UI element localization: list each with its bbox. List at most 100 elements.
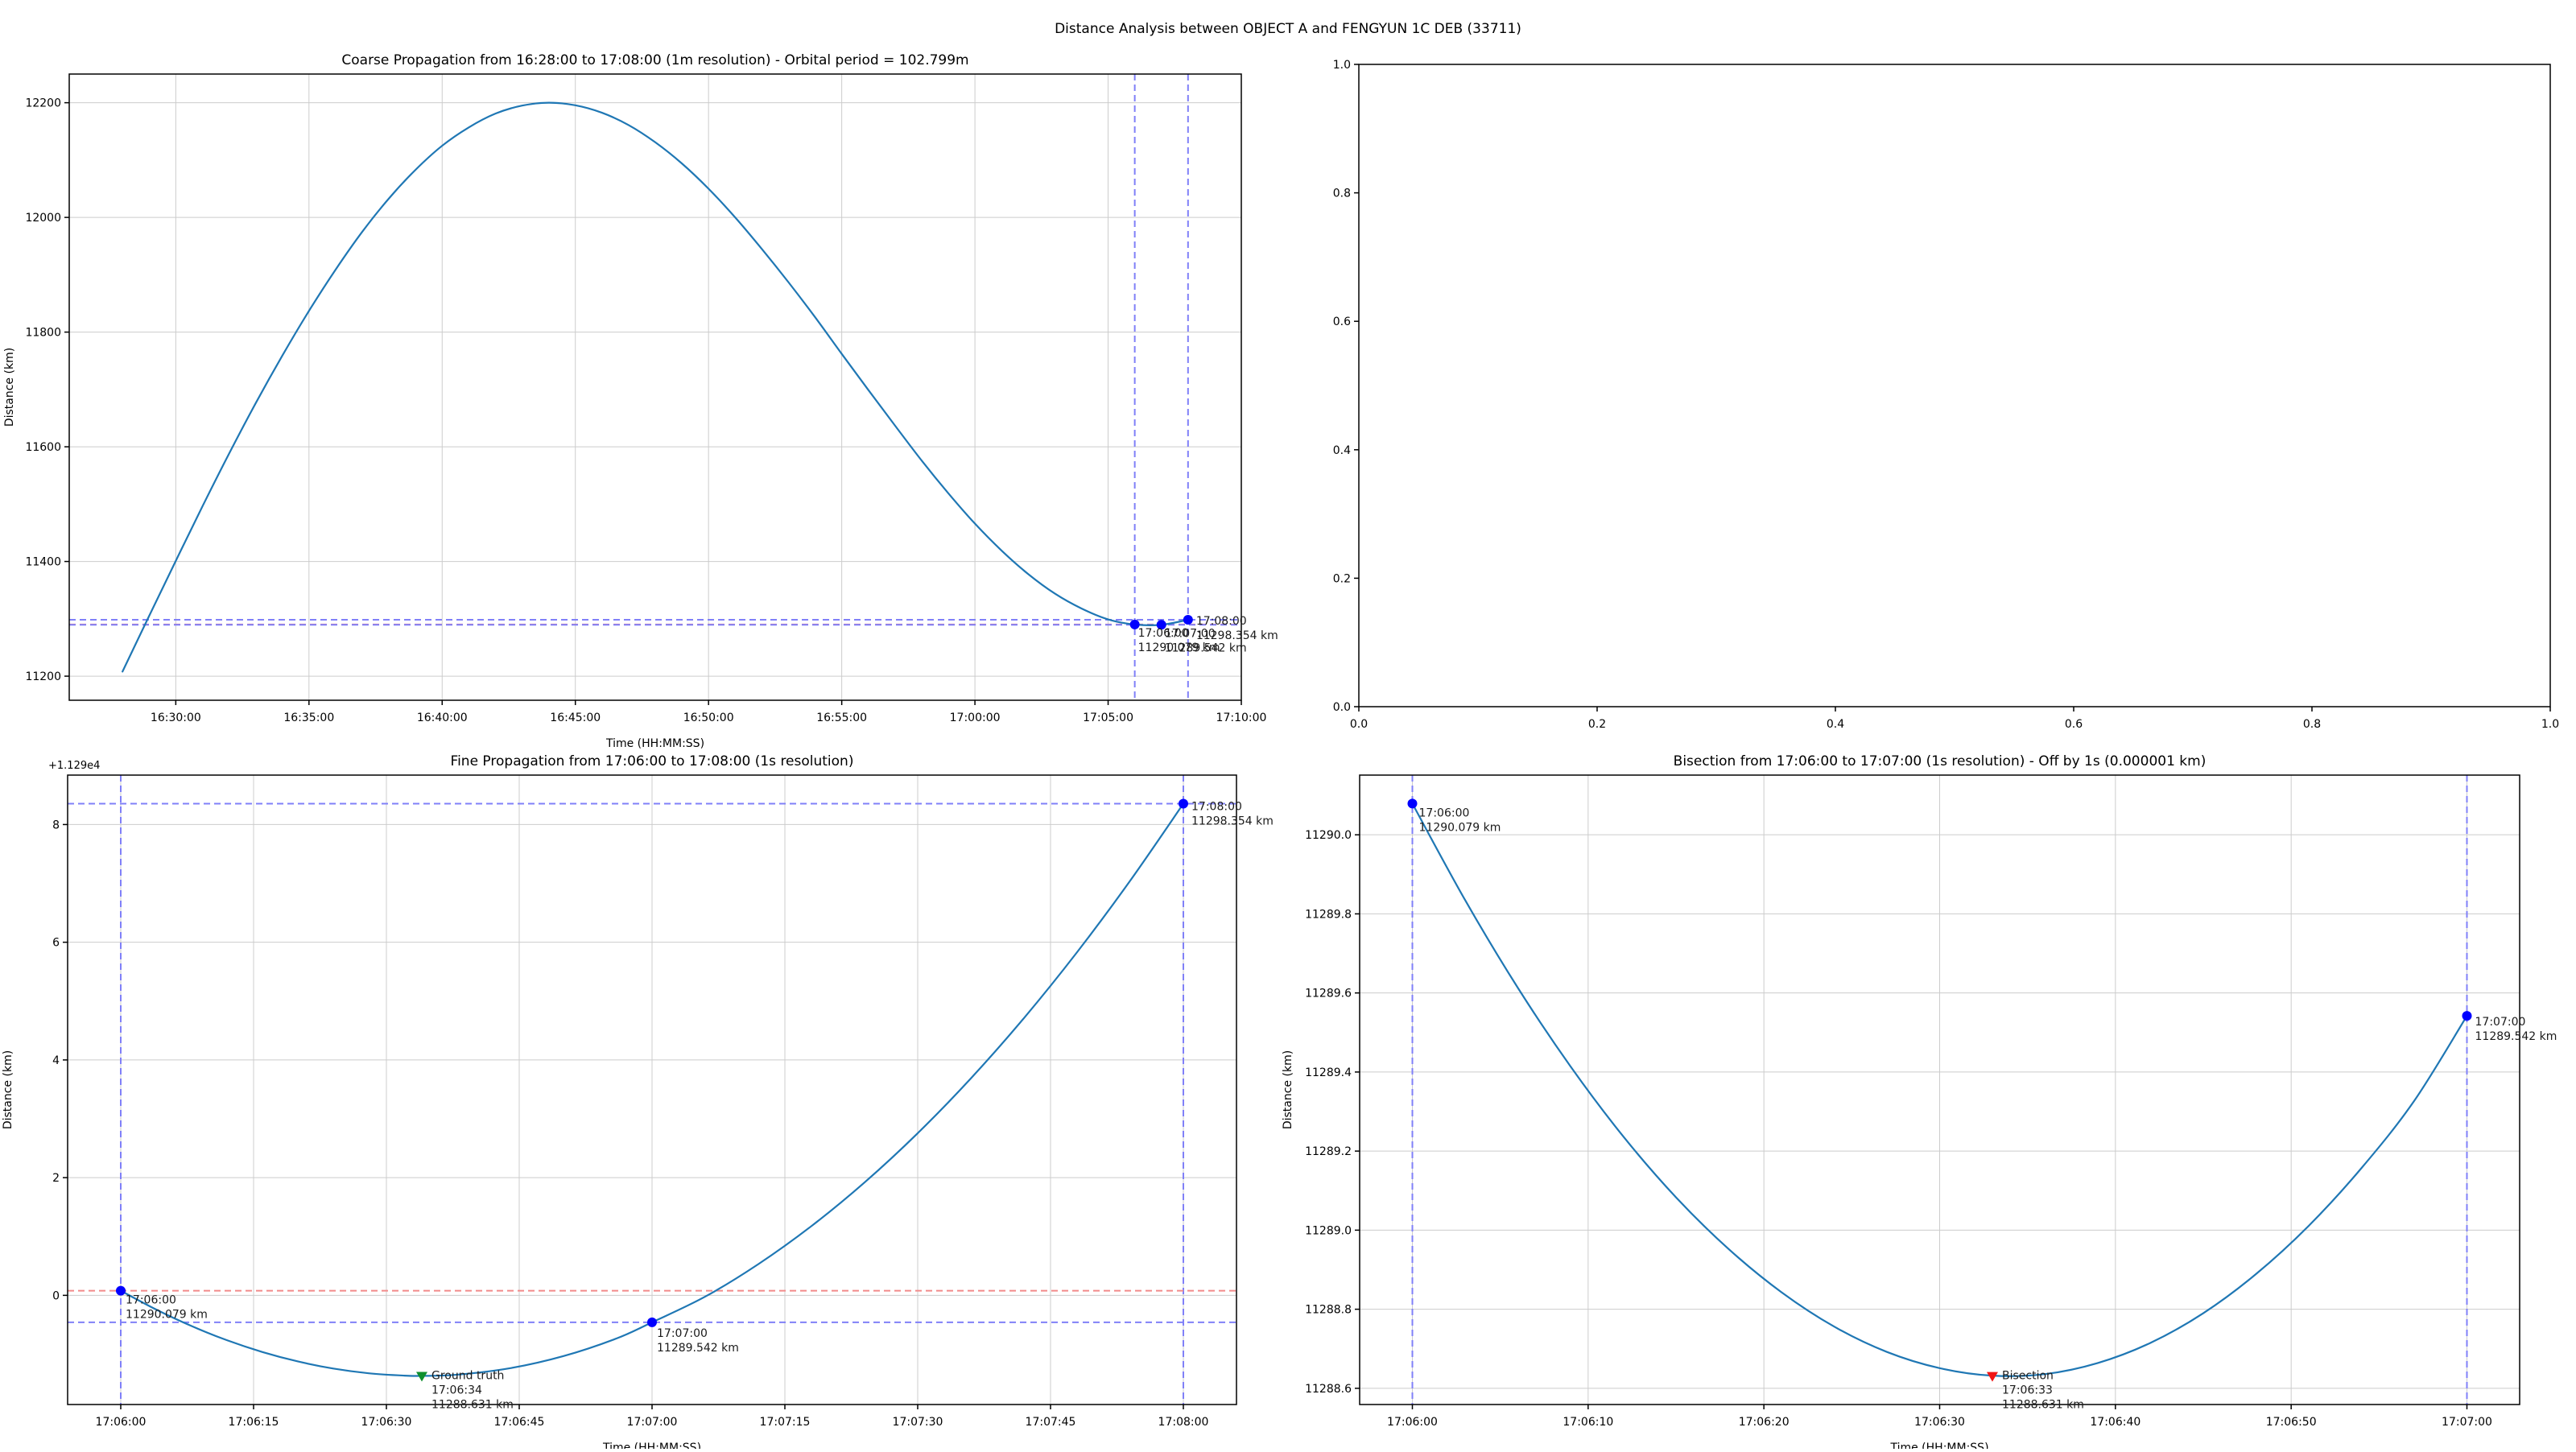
fine-annotation: 17:06:00 11290.079 km [126,1294,208,1322]
bisect-y-tick-label: 11289.4 [1305,1066,1352,1079]
bisect-grid [1360,775,2520,1405]
fine-y-tick-label: 2 [52,1172,60,1185]
coarse-point-marker [1156,620,1166,630]
coarse-x-tick-label: 16:50:00 [683,712,734,724]
figure-title: Distance Analysis between OBJECT A and F… [1055,21,1521,37]
fine-annotation: 17:08:00 11298.354 km [1191,801,1274,828]
bisect-series-line [1411,802,2468,1377]
subplot-fine: 17:06:00 17:06:15 17:06:30 17:06:45 17:07:00… [2,753,1274,1452]
bisect-annotation: 17:06:00 11290.079 km [1419,806,1501,834]
fine-y-tick-label: 8 [52,819,60,831]
fine-annotation: Ground truth 17:06:34 11288.631 km [431,1369,514,1411]
coarse-x-tick-label: 17:10:00 [1216,712,1267,724]
coarse-x-tick-label: 16:55:00 [816,712,867,724]
coarse-point-marker [1129,619,1140,629]
coarse-x-tick-label: 16:45:00 [550,712,601,724]
coarse-x-tick-label: 16:30:00 [151,712,201,724]
coarse-y-tick-label: 11200 [25,670,61,683]
empty-y-tick-label: 0.6 [1333,316,1351,328]
bisect-xlabel: Time (HH:MM:SS) [1889,1442,1988,1449]
coarse-ylabel: Distance (km) [3,348,16,427]
bisect-tick-labels: 17:06:00 17:06:10 17:06:20 17:06:30 17:06:40… [1305,829,2492,1429]
coarse-series-line [122,101,1189,673]
bisect-y-tick-label: 11288.6 [1305,1383,1352,1396]
coarse-annotation: 17:07:00 11289.542 km [1165,627,1247,654]
fine-x-tick-label: 17:07:15 [760,1416,811,1429]
coarse-y-tick-label: 12200 [25,97,61,110]
bisect-point-marker [1407,798,1418,809]
coarse-title: Coarse Propagation from 16:28:00 to 17:0… [341,52,968,68]
bisect-point-marker [2462,1011,2472,1021]
empty-x-tick-label: 0.4 [1827,718,1844,731]
fine-xlabel: Time (HH:MM:SS) [602,1442,701,1449]
fine-point-marker [116,1285,126,1296]
empty-tick-labels: 0.0 0.2 0.4 0.6 0.8 1.0 0.0 0.2 0.4 0.6 0.8 1.0 [1333,59,2559,731]
fine-point-marker [1179,798,1188,809]
coarse-grid [69,74,1241,700]
empty-y-tick-label: 0.4 [1333,444,1351,457]
bisect-x-tick-label: 17:06:20 [1739,1416,1790,1429]
fine-title: Fine Propagation from 17:06:00 to 17:08:… [451,753,854,769]
fine-x-tick-label: 17:06:15 [229,1416,279,1429]
coarse-xlabel: Time (HH:MM:SS) [605,737,704,750]
bisect-title: Bisection from 17:06:00 to 17:07:00 (1s … [1674,753,2207,769]
empty-x-tick-label: 0.0 [1350,718,1368,731]
bisect-y-tick-label: 11289.6 [1305,988,1352,1000]
fine-y-tick-label: 6 [52,937,60,950]
subplot-empty: 0.0 0.2 0.4 0.6 0.8 1.0 0.0 0.2 0.4 0.6 0.8 1.0 [1333,59,2559,731]
empty-x-tick-label: 0.6 [2065,718,2083,731]
bisect-y-tick-label: 11289.0 [1305,1224,1352,1237]
fine-triangle-marker [416,1372,427,1382]
bisect-y-tick-label: 11290.0 [1305,829,1352,842]
coarse-tick-labels: 16:30:00 16:35:00 16:40:00 16:45:00 16:50:00… [25,97,1266,724]
subplot-coarse: 16:30:00 16:35:00 16:40:00 16:45:00 16:50:00… [3,52,1278,750]
coarse-point-marker [1183,615,1193,625]
bisect-y-tick-label: 11289.2 [1305,1145,1352,1158]
fine-x-tick-label: 17:06:00 [96,1416,147,1429]
empty-x-tick-label: 0.8 [2303,718,2321,731]
fine-y-offset-label: +1.129e4 [48,760,100,772]
bisect-annotation: 17:07:00 11289.542 km [2475,1016,2557,1043]
fine-x-tick-label: 17:07:30 [893,1416,943,1429]
fine-grid [68,775,1236,1405]
bisect-annotation: Bisection 17:06:33 11288.631 km [2002,1370,2084,1412]
fine-tick-labels: 17:06:00 17:06:15 17:06:30 17:06:45 17:07:00… [52,819,1208,1429]
fine-series-line [119,802,1185,1377]
fine-x-tick-label: 17:06:30 [361,1416,412,1429]
coarse-spines [68,73,1242,701]
fine-x-tick-label: 17:08:00 [1158,1416,1209,1429]
fine-x-tick-label: 17:07:45 [1026,1416,1076,1429]
empty-y-tick-label: 1.0 [1333,59,1351,72]
empty-x-tick-label: 1.0 [2541,718,2559,731]
coarse-annotation: 17:06:00 11290.079 km [1138,627,1220,654]
empty-y-tick-label: 0.0 [1333,701,1351,714]
fine-annotation: 17:07:00 11289.542 km [657,1327,739,1355]
coarse-y-tick-label: 11600 [25,441,61,454]
coarse-y-tick-label: 11800 [25,327,61,340]
coarse-x-tick-label: 17:05:00 [1083,712,1133,724]
bisect-x-tick-label: 17:06:40 [2090,1416,2140,1429]
fine-y-tick-label: 0 [52,1289,60,1302]
fine-y-tick-label: 4 [52,1054,60,1067]
bisect-y-tick-label: 11288.8 [1305,1304,1352,1317]
fine-point-marker [647,1317,657,1327]
bisect-y-tick-label: 11289.8 [1305,908,1352,921]
coarse-y-tick-label: 11400 [25,556,61,569]
coarse-annotation: 17:08:00 11298.354 km [1196,615,1278,642]
coarse-x-tick-label: 17:00:00 [950,712,1001,724]
fine-ylabel: Distance (km) [2,1050,14,1129]
bisect-ylabel: Distance (km) [1282,1050,1294,1129]
empty-spines [1358,64,2551,707]
coarse-x-tick-label: 16:35:00 [283,712,334,724]
fine-x-tick-label: 17:06:45 [494,1416,545,1429]
coarse-y-tick-label: 12000 [25,212,61,225]
empty-y-tick-label: 0.2 [1333,572,1351,585]
bisect-x-tick-label: 17:06:00 [1387,1416,1438,1429]
bisect-x-tick-label: 17:06:30 [1914,1416,1965,1429]
bisect-x-tick-label: 17:07:00 [2442,1416,2492,1429]
empty-y-tick-label: 0.8 [1333,188,1351,200]
bisect-triangle-marker [1987,1372,1998,1382]
bisect-x-tick-label: 17:06:10 [1563,1416,1613,1429]
